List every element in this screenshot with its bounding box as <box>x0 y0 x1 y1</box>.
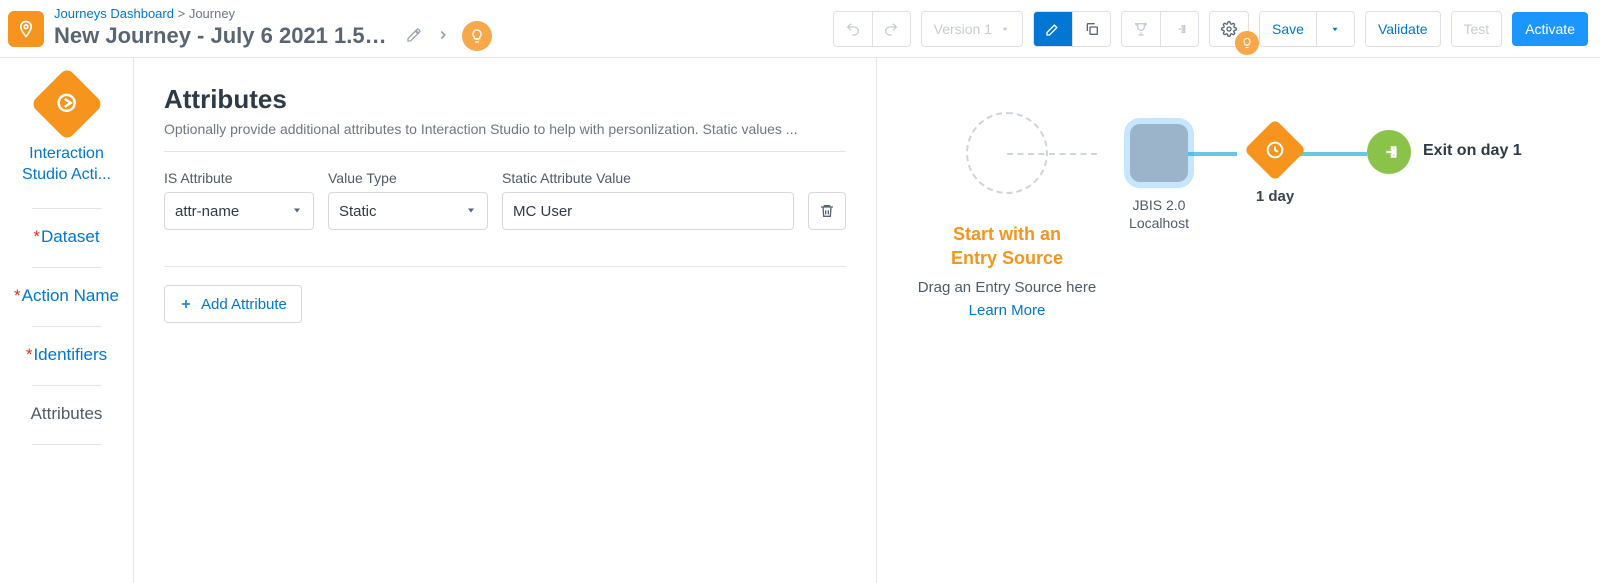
jbis-activity-node[interactable]: JBIS 2.0 Localhost <box>1099 124 1219 232</box>
breadcrumb-current: Journey <box>189 6 235 21</box>
version-label: Version 1 <box>934 21 992 37</box>
attribute-row: IS Attribute attr-name Value Type Static… <box>164 170 846 230</box>
entry-source-subtitle: Drag an Entry Source here <box>917 279 1097 296</box>
edit-title-button[interactable] <box>404 25 424 48</box>
config-sidebar: Interaction Studio Acti... *Dataset *Act… <box>0 58 134 583</box>
attributes-panel: Attributes Optionally provide additional… <box>134 58 877 583</box>
test-button[interactable]: Test <box>1452 12 1502 46</box>
activate-button[interactable]: Activate <box>1512 12 1588 46</box>
goal-button[interactable] <box>1122 12 1160 46</box>
wait-node[interactable]: 1 day <box>1235 122 1315 205</box>
journey-pin-icon <box>8 11 44 47</box>
breadcrumb: Journeys Dashboard > Journey <box>54 6 492 21</box>
journey-title: New Journey - July 6 2021 1.51 ... <box>54 23 394 49</box>
redo-button[interactable] <box>872 12 910 46</box>
save-button[interactable]: Save <box>1260 12 1316 46</box>
activity-icon <box>30 67 104 141</box>
wait-label: 1 day <box>1235 188 1315 205</box>
tips-bulb-icon[interactable] <box>462 21 492 51</box>
value-type-label: Value Type <box>328 170 488 186</box>
sidebar-title: Interaction Studio Acti... <box>16 144 117 186</box>
static-value-input[interactable] <box>502 192 794 230</box>
exit-circle-icon <box>1367 130 1411 174</box>
mode-group <box>1033 11 1111 47</box>
validate-button[interactable]: Validate <box>1366 12 1440 46</box>
version-button: Version 1 <box>922 12 1022 46</box>
undo-redo-group <box>833 11 911 47</box>
entry-source-placeholder-icon <box>966 112 1048 194</box>
breadcrumb-sep: > <box>178 6 186 21</box>
add-attribute-label: Add Attribute <box>201 296 287 313</box>
panel-title: Attributes <box>164 84 846 115</box>
goal-group <box>1121 11 1199 47</box>
exit-label: Exit on day 1 <box>1423 142 1522 160</box>
journey-canvas[interactable]: Start with an Entry Source Drag an Entry… <box>877 58 1600 583</box>
is-attribute-select[interactable]: attr-name <box>164 192 314 230</box>
exit-node[interactable]: Exit on day 1 <box>1367 130 1527 174</box>
entry-source-learn-more[interactable]: Learn More <box>969 302 1046 319</box>
sidebar-link-attributes[interactable]: Attributes <box>27 404 107 424</box>
save-group: Save <box>1259 11 1355 47</box>
breadcrumb-root[interactable]: Journeys Dashboard <box>54 6 174 21</box>
delete-attribute-button[interactable] <box>808 192 846 230</box>
version-dropdown[interactable]: Version 1 <box>921 11 1023 47</box>
sidebar-link-identifiers[interactable]: *Identifiers <box>22 345 111 365</box>
static-value-label: Static Attribute Value <box>502 170 794 186</box>
entry-source-node[interactable]: Start with an Entry Source Drag an Entry… <box>917 112 1097 319</box>
entry-source-title: Start with an Entry Source <box>917 222 1097 271</box>
copy-mode-button[interactable] <box>1072 12 1110 46</box>
wait-diamond-icon <box>1244 119 1306 181</box>
title-chevron-button[interactable] <box>434 26 452 47</box>
top-bar: Journeys Dashboard > Journey New Journey… <box>0 0 1600 58</box>
edit-mode-button[interactable] <box>1034 12 1072 46</box>
jbis-label: JBIS 2.0 Localhost <box>1099 196 1219 232</box>
undo-button[interactable] <box>834 12 872 46</box>
settings-tips-bulb-icon[interactable] <box>1235 31 1259 55</box>
is-attribute-label: IS Attribute <box>164 170 314 186</box>
add-attribute-button[interactable]: Add Attribute <box>164 285 302 323</box>
exit-criteria-button[interactable] <box>1160 12 1198 46</box>
panel-description: Optionally provide additional attributes… <box>164 121 846 152</box>
value-type-select[interactable]: Static <box>328 192 488 230</box>
sidebar-link-action-name[interactable]: *Action Name <box>10 286 123 306</box>
activity-square-icon <box>1130 124 1188 182</box>
sidebar-link-dataset[interactable]: *Dataset <box>29 227 103 247</box>
save-dropdown-button[interactable] <box>1316 12 1354 46</box>
